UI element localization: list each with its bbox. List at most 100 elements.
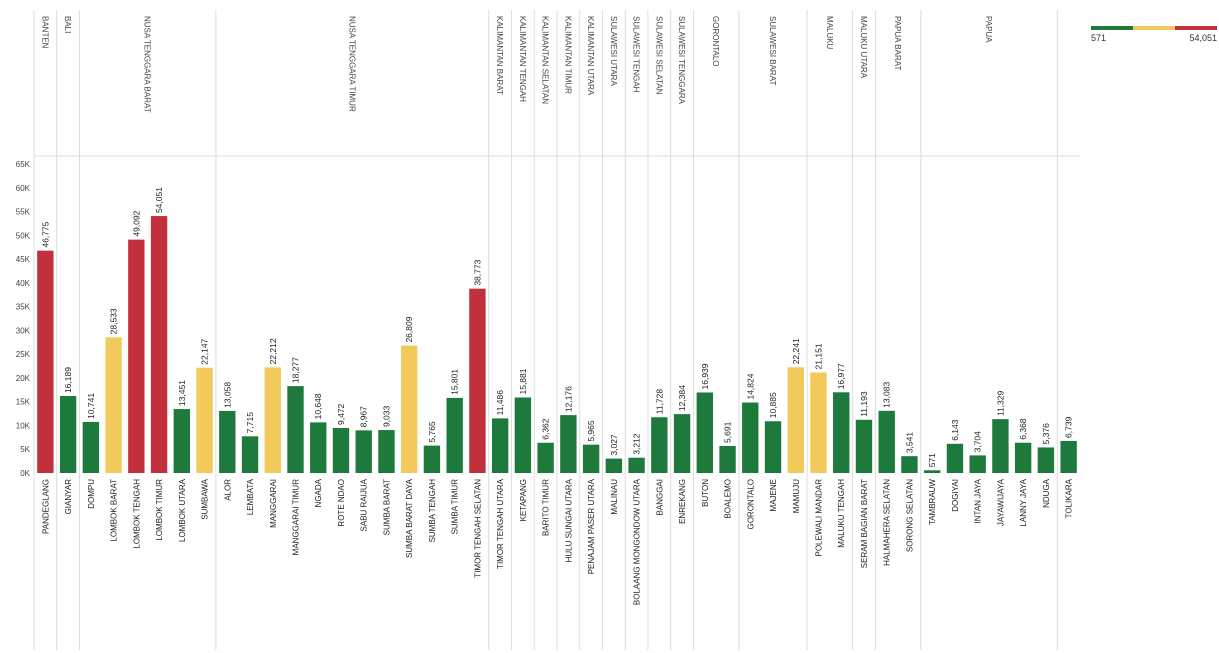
bar [173, 409, 190, 473]
y-tick-label: 10K [16, 421, 31, 430]
category-label: LOMBOK BARAT [110, 479, 119, 542]
bar-value-label: 10,741 [86, 393, 96, 419]
category-label: MALUKU TENGAH [837, 479, 846, 548]
bar-value-label: 9,033 [381, 406, 391, 428]
province-label: PAPUA BARAT [893, 16, 902, 71]
bar [605, 458, 623, 473]
bar-value-label: 38,773 [472, 259, 482, 285]
bar-value-label: 22,241 [791, 338, 801, 364]
bar-value-label: 16,977 [836, 363, 846, 389]
bar [82, 421, 100, 473]
bar-value-label: 10,648 [313, 393, 323, 419]
bar [969, 455, 986, 473]
bar [446, 397, 463, 473]
category-label: SUMBA TENGAH [428, 479, 437, 543]
bar [37, 250, 54, 473]
bar [537, 442, 554, 473]
bar [401, 345, 418, 473]
bar [696, 392, 713, 473]
bar [332, 427, 350, 473]
bar [673, 414, 691, 473]
category-label: SUMBA BARAT [382, 479, 391, 535]
bar-value-label: 3,541 [904, 432, 914, 454]
bar [1060, 440, 1077, 473]
category-label: JAYAWIJAYA [996, 478, 1005, 526]
category-label: GIANYAR [64, 479, 73, 515]
bar-value-label: 11,193 [859, 391, 869, 417]
bar-value-label: 6,143 [950, 419, 960, 441]
bar-value-label: 6,368 [1018, 418, 1028, 440]
bar-value-label: 21,151 [814, 343, 824, 369]
bar-value-label: 22,212 [268, 338, 278, 364]
legend-max-label: 54,051 [1189, 33, 1217, 43]
category-label: LANNY JAYA [1019, 478, 1028, 526]
category-label: TAMBRAUW [928, 479, 937, 526]
bar [742, 402, 759, 473]
category-label: BOLAANG MONGONDOW UTARA [633, 478, 642, 605]
legend-low-segment [1091, 26, 1133, 30]
bar [241, 436, 259, 473]
bar [287, 386, 304, 473]
category-label: GORONTALO [746, 479, 755, 530]
category-label: HULU SUNGAI UTARA [564, 478, 573, 562]
category-label: HALMAHERA SELATAN [883, 479, 892, 566]
category-label: POLEWALI MANDAR [815, 479, 824, 557]
bar-value-label: 14,824 [745, 373, 755, 399]
legend-min-label: 571 [1091, 33, 1107, 43]
province-label: MALUKU UTARA [859, 16, 868, 79]
province-label: KALIMANTAN BARAT [495, 16, 504, 95]
bar [719, 445, 736, 473]
bar [378, 430, 395, 473]
category-label: INTAN JAYA [974, 478, 983, 523]
bar [105, 337, 122, 473]
legend-gradient [1091, 26, 1217, 30]
category-label: NGADA [314, 478, 323, 507]
bar [355, 430, 372, 473]
bar [264, 367, 281, 473]
province-label: PAPUA [984, 16, 993, 43]
category-label: LOMBOK TIMUR [155, 479, 164, 541]
category-label: SORONG SELATAN [905, 479, 914, 552]
bar-value-label: 13,451 [177, 380, 187, 406]
bar-value-label: 6,739 [1064, 416, 1074, 438]
bar-value-label: 49,092 [131, 210, 141, 236]
bar-value-label: 5,691 [723, 421, 733, 443]
bar-value-label: 12,176 [563, 386, 573, 412]
y-tick-label: 50K [16, 231, 31, 240]
bar-value-label: 11,329 [995, 391, 1005, 417]
category-label: PANDEGLANG [41, 479, 50, 534]
province-label: SULAWESI UTARA [609, 16, 618, 86]
bar-value-label: 571 [927, 453, 937, 467]
y-tick-label: 0K [20, 469, 30, 478]
y-tick-label: 45K [16, 255, 31, 264]
bar-value-label: 6,362 [541, 418, 551, 440]
bar [219, 410, 236, 473]
bar [150, 216, 168, 473]
bar-value-label: 8,967 [359, 406, 369, 428]
y-tick-label: 40K [16, 279, 31, 288]
category-label: KETAPANG [519, 479, 528, 521]
category-label: NDUGA [1042, 478, 1051, 508]
bar-value-label: 12,384 [677, 385, 687, 411]
bar-value-label: 3,212 [632, 433, 642, 455]
category-label: SUMBA BARAT DAYA [405, 478, 414, 558]
color-legend: 571 54,051 [1091, 26, 1217, 43]
category-label: MANGGARAI TIMUR [292, 479, 301, 556]
bar [514, 397, 532, 473]
bar [469, 288, 486, 473]
category-label: PENAJAM PASER UTARA [587, 478, 596, 574]
bar [196, 367, 213, 473]
province-label: GORONTALO [711, 16, 720, 67]
province-label: NUSA TENGGARA BARAT [143, 16, 152, 113]
bar [878, 410, 895, 473]
bar-value-label: 28,533 [109, 308, 119, 334]
category-label: BOALEMO [724, 479, 733, 519]
category-label: BUTON [701, 479, 710, 507]
province-label: KALIMANTAN UTARA [586, 16, 595, 96]
bar-value-label: 7,715 [245, 412, 255, 434]
legend-mid-segment [1133, 26, 1175, 30]
bar-value-label: 26,809 [404, 316, 414, 342]
category-label: DOMPU [87, 479, 96, 509]
y-tick-label: 5K [20, 445, 30, 454]
bar-value-label: 22,147 [200, 338, 210, 364]
